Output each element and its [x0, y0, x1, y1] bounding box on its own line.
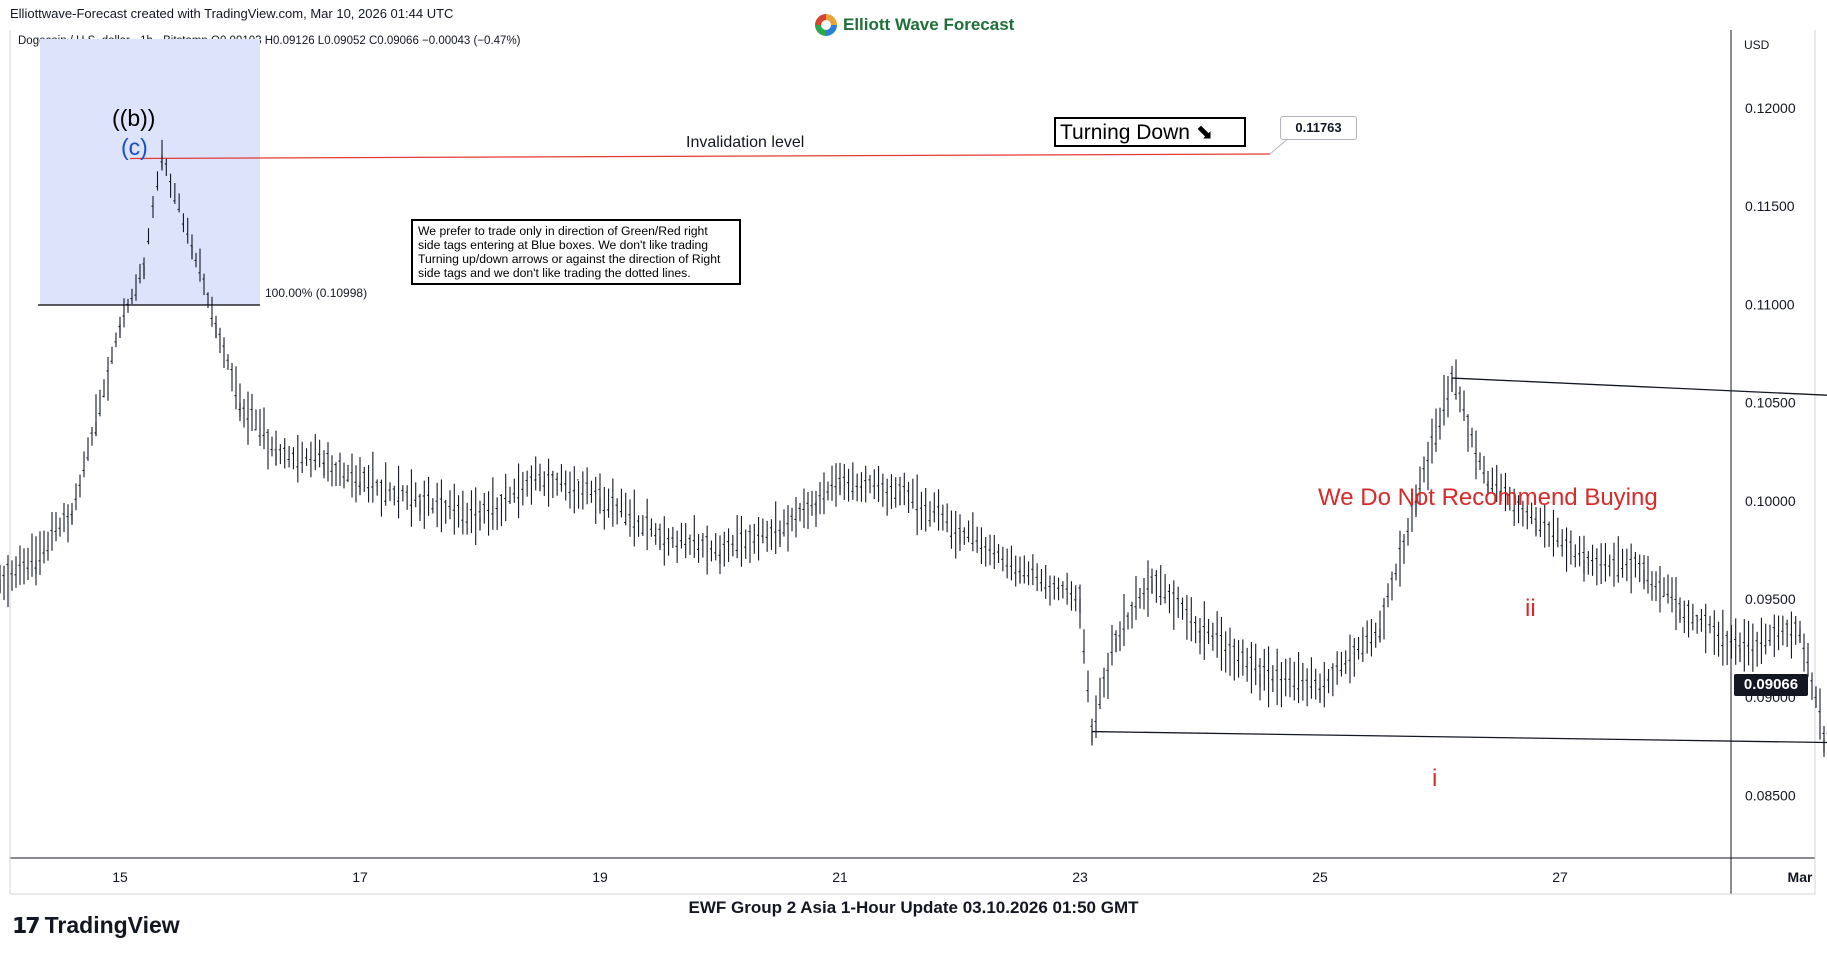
- chart-credit: Elliottwave-Forecast created with Tradin…: [10, 6, 454, 21]
- invalidation-line: [129, 153, 1271, 160]
- no-buy-warning: We Do Not Recommend Buying: [1318, 484, 1658, 511]
- footer-title: EWF Group 2 Asia 1-Hour Update 03.10.202…: [688, 898, 1139, 917]
- price-tick-label: 0.11500: [1745, 198, 1795, 214]
- date-tick-label: 23: [1072, 869, 1088, 885]
- trading-note-box: We prefer to trade only in direction of …: [411, 219, 741, 285]
- date-tick-label: 15: [112, 869, 128, 885]
- price-tick-label: 0.10000: [1745, 493, 1796, 509]
- date-tick-label: 19: [592, 869, 608, 885]
- channel-lower-line: [1091, 730, 1827, 744]
- date-tick-label: 21: [832, 869, 848, 885]
- currency-label: USD: [1744, 38, 1770, 52]
- channel-upper-line: [1451, 377, 1827, 396]
- date-tick-label: 17: [352, 869, 368, 885]
- price-series: [0, 139, 1827, 757]
- invalidation-label: Invalidation level: [686, 134, 805, 151]
- date-tick-label: 25: [1312, 869, 1328, 885]
- fib-level-label: 100.00% (0.10998): [265, 286, 368, 300]
- wave-c-label: (c): [121, 134, 148, 160]
- price-tick-label: 0.11000: [1745, 296, 1795, 312]
- date-tick-label: 27: [1552, 869, 1568, 885]
- price-axis: 0.12000 0.11500 0.11000 0.10500 0.10000 0.095…: [1745, 100, 1796, 803]
- wave-i-label: i: [1432, 765, 1438, 792]
- date-tick-label: Mar: [1788, 869, 1813, 885]
- tradingview-logo: 𝟭𝟳 TradingView: [12, 912, 180, 939]
- time-axis: 15171921232527Mar35791113: [112, 869, 1813, 885]
- tradingview-logo-text: TradingView: [44, 912, 180, 938]
- last-price-badge: 0.09066: [1734, 674, 1808, 696]
- price-tick-label: 0.09500: [1745, 591, 1796, 607]
- invalidation-price-tag: 0.11763: [1280, 116, 1357, 140]
- wave-ii-label: ii: [1525, 595, 1536, 622]
- wave-b-label: ((b)): [112, 105, 156, 131]
- turning-down-box: Turning Down ⬊: [1054, 117, 1246, 147]
- price-tick-label: 0.12000: [1745, 100, 1796, 116]
- tradingview-logo-icon: 𝟭𝟳: [12, 912, 41, 938]
- channel-lines: [1091, 377, 1827, 744]
- price-tick-label: 0.08500: [1745, 787, 1796, 803]
- blue-box: [40, 39, 260, 305]
- brand-name: Elliott Wave Forecast: [843, 15, 1015, 34]
- brand-logo-icon: [815, 14, 837, 36]
- price-tick-label: 0.10500: [1745, 395, 1796, 411]
- brand-logo: Elliott Wave Forecast: [815, 14, 1014, 36]
